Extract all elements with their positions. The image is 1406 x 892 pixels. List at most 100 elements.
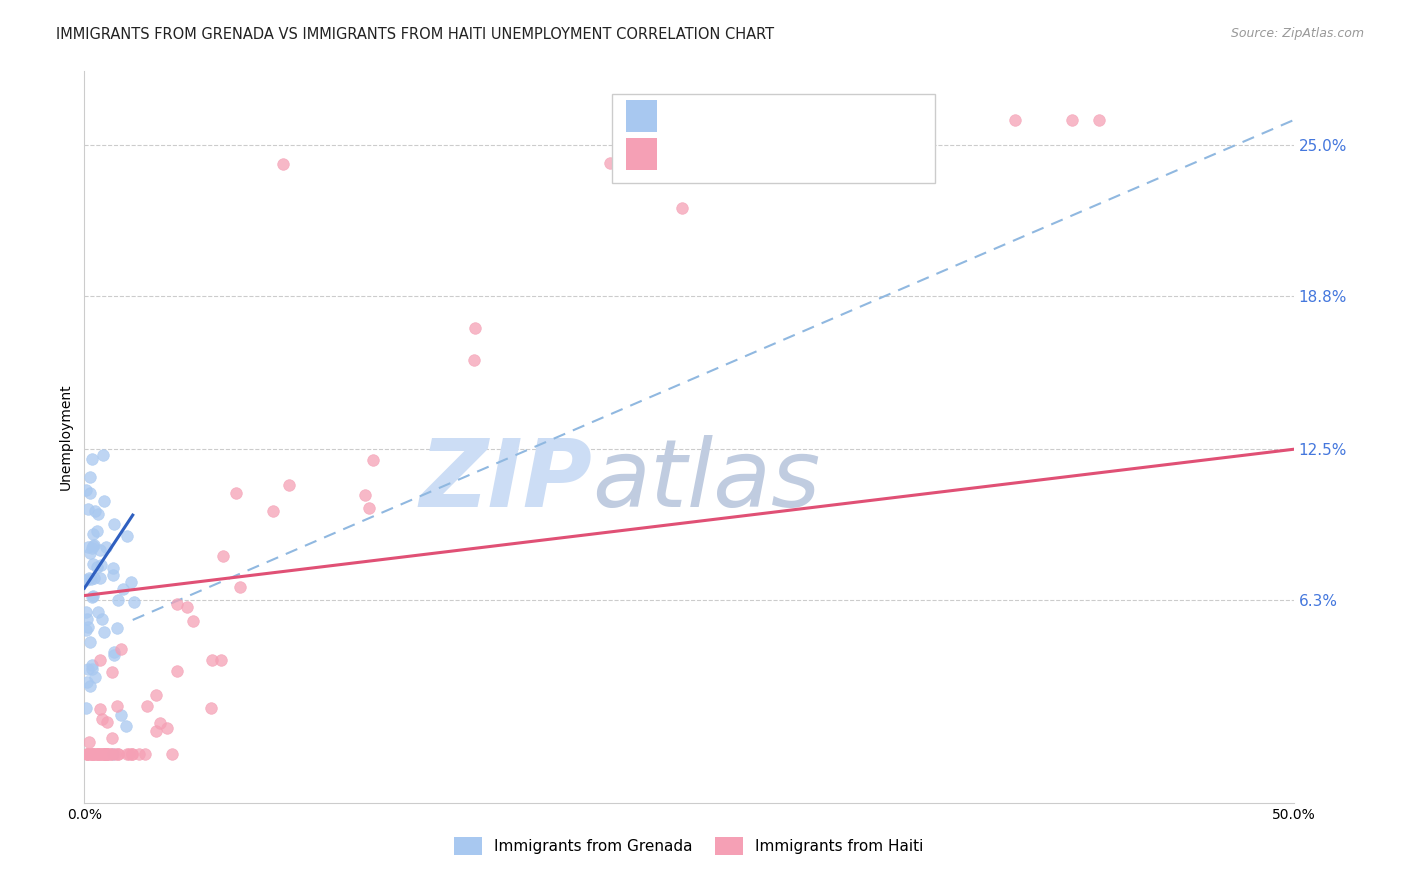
Point <box>80 658 103 673</box>
Point <box>733 113 755 128</box>
Point <box>181 614 204 628</box>
Point <box>80 541 103 556</box>
Point <box>115 528 138 542</box>
Point <box>599 156 621 170</box>
Point <box>80 747 103 761</box>
Point <box>77 663 100 677</box>
Point <box>93 624 115 639</box>
Point <box>1004 113 1026 128</box>
Point <box>879 113 901 128</box>
Point <box>145 724 167 739</box>
Point <box>837 113 859 128</box>
Point <box>103 568 125 582</box>
Point <box>89 543 111 558</box>
Point <box>120 575 142 590</box>
Point <box>77 571 100 585</box>
Point <box>83 504 105 518</box>
Point <box>357 501 380 516</box>
Point <box>76 747 98 761</box>
Text: 57: 57 <box>806 107 828 125</box>
Point <box>75 605 97 619</box>
Point <box>75 573 97 587</box>
Point <box>79 634 101 648</box>
Point <box>807 113 830 128</box>
Point <box>75 483 97 497</box>
Point <box>211 549 233 563</box>
Point <box>100 747 122 761</box>
Point <box>89 571 111 585</box>
Point <box>94 747 117 761</box>
Point <box>145 688 167 702</box>
Point <box>103 645 125 659</box>
Point <box>77 502 100 516</box>
Point <box>166 598 188 612</box>
Point <box>93 747 115 761</box>
Text: R =: R = <box>668 145 704 163</box>
Point <box>86 747 108 761</box>
Point <box>79 486 101 500</box>
Point <box>76 540 98 554</box>
Point <box>107 747 129 761</box>
Point <box>1062 113 1084 128</box>
Point <box>79 546 101 560</box>
Point <box>80 572 103 586</box>
Point <box>121 747 143 761</box>
Point <box>77 620 100 634</box>
Text: N =: N = <box>769 145 806 163</box>
Point <box>128 747 150 761</box>
Point <box>86 524 108 538</box>
Point <box>647 118 669 132</box>
Text: Source: ZipAtlas.com: Source: ZipAtlas.com <box>1230 27 1364 40</box>
Point <box>89 653 111 667</box>
Point <box>104 747 127 761</box>
Point <box>82 747 104 761</box>
Point <box>121 747 143 761</box>
Text: 79: 79 <box>806 145 830 163</box>
Point <box>82 591 104 605</box>
Point <box>90 747 112 761</box>
Text: IMMIGRANTS FROM GRENADA VS IMMIGRANTS FROM HAITI UNEMPLOYMENT CORRELATION CHART: IMMIGRANTS FROM GRENADA VS IMMIGRANTS FR… <box>56 27 775 42</box>
Point <box>89 702 111 716</box>
Point <box>87 747 110 761</box>
Point <box>75 623 97 637</box>
Text: N =: N = <box>769 107 806 125</box>
Point <box>105 621 128 635</box>
Point <box>464 321 486 335</box>
Point <box>96 715 118 730</box>
Point <box>83 747 105 761</box>
Point <box>82 539 104 553</box>
Point <box>225 486 247 500</box>
Point <box>87 605 110 619</box>
Point <box>90 558 112 572</box>
Point <box>101 665 124 680</box>
Point <box>83 572 105 586</box>
Point <box>100 731 122 745</box>
Point <box>93 747 115 761</box>
Legend: Immigrants from Grenada, Immigrants from Haiti: Immigrants from Grenada, Immigrants from… <box>449 831 929 861</box>
Point <box>155 721 177 735</box>
Point <box>103 648 125 663</box>
Text: atlas: atlas <box>592 435 821 526</box>
Point <box>1088 113 1111 128</box>
Point <box>200 701 222 715</box>
Point <box>209 653 232 667</box>
Point <box>134 747 156 761</box>
Point <box>91 712 114 726</box>
Point <box>91 612 114 626</box>
Point <box>82 747 104 761</box>
Point <box>93 494 115 508</box>
Y-axis label: Unemployment: Unemployment <box>59 384 73 491</box>
Point <box>96 540 118 554</box>
Point <box>160 747 183 761</box>
Point <box>110 642 132 657</box>
Point <box>76 612 98 626</box>
Point <box>354 488 377 502</box>
Point <box>166 664 188 678</box>
Point <box>91 448 114 462</box>
Point <box>115 718 138 732</box>
Point <box>115 747 138 761</box>
Point <box>80 662 103 676</box>
Point <box>149 715 172 730</box>
Point <box>79 679 101 693</box>
Point <box>678 113 700 128</box>
